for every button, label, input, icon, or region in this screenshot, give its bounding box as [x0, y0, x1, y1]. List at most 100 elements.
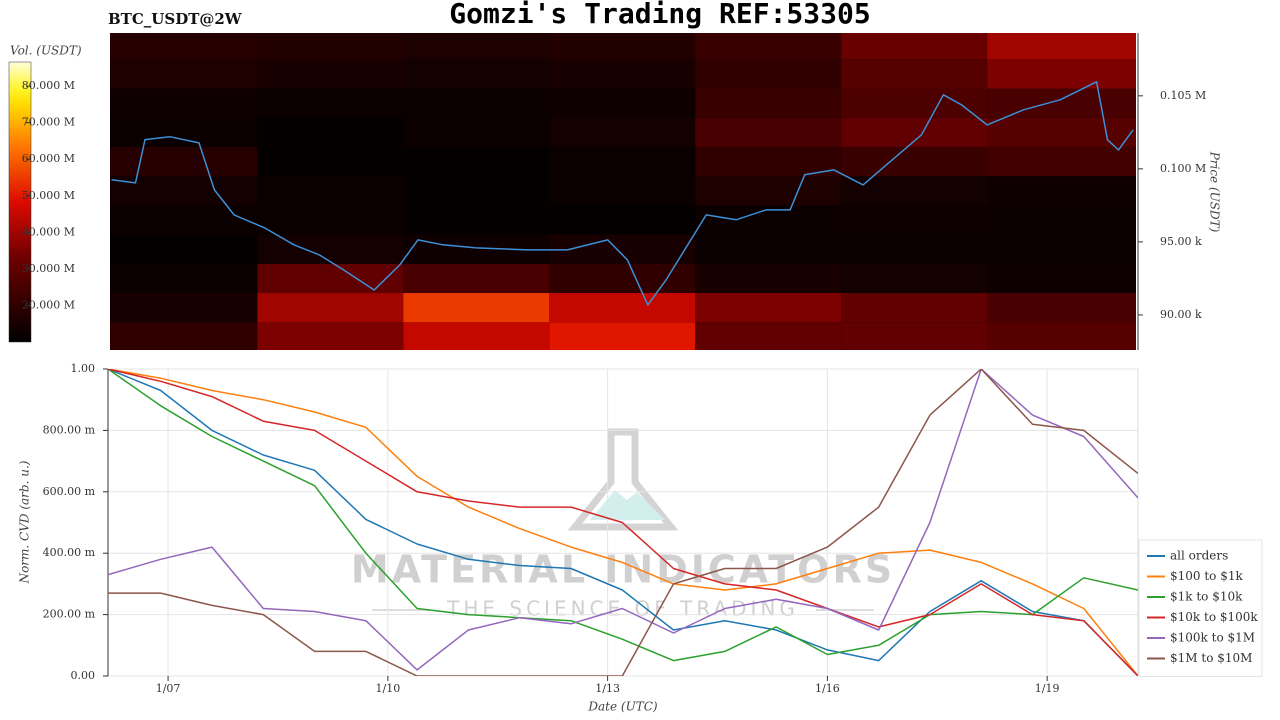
- heatmap-cell: [987, 205, 1136, 235]
- x-tick-label: 1/13: [595, 682, 620, 695]
- watermark: [372, 428, 874, 611]
- heatmap-cell: [987, 117, 1136, 147]
- x-tick-label: 1/19: [1035, 682, 1060, 695]
- heatmap-cell: [695, 59, 842, 89]
- heatmap-cell: [987, 146, 1136, 177]
- heatmap-cell: [403, 117, 550, 147]
- heatmap-cell: [257, 117, 404, 147]
- heatmap-cell: [403, 322, 550, 350]
- colorbar-tick-label: 50.000 M: [22, 189, 75, 202]
- lines: [108, 369, 1138, 676]
- y-tick-label: 0.00: [71, 669, 96, 682]
- heatmap-cell: [695, 88, 842, 118]
- heatmap-cell: [110, 293, 258, 323]
- heatmap-cell: [549, 59, 696, 89]
- heatmap-cell: [549, 205, 696, 235]
- heatmap-cell: [841, 234, 988, 264]
- heatmap-cell: [549, 322, 696, 350]
- heatmap-cell: [110, 59, 258, 89]
- heatmap-cell: [695, 33, 842, 60]
- symbol-label: BTC_USDT@2W: [108, 10, 243, 28]
- heatmap-cell: [987, 322, 1136, 350]
- heatmap-cell: [841, 176, 988, 206]
- y-tick-label: 400.00 m: [43, 546, 96, 559]
- heatmap-cell: [695, 293, 842, 323]
- heatmap-cell: [257, 88, 404, 118]
- heatmap-cell: [403, 88, 550, 118]
- heatmap-cell: [403, 59, 550, 89]
- watermark-name: MATERIAL INDICATORS: [351, 548, 895, 592]
- heatmap-cell: [257, 33, 404, 60]
- colorbar-tick-label: 20.000 M: [22, 298, 75, 311]
- y-tick-label: 600.00 m: [43, 485, 96, 498]
- y-tick-label: 0.100 M: [1160, 162, 1206, 175]
- colorbar-tick-label: 70.000 M: [22, 116, 75, 129]
- x-tick-label: 1/16: [815, 682, 840, 695]
- colorbar: [8, 61, 32, 343]
- legend-label: $10k to $100k: [1170, 610, 1258, 624]
- heatmap-cell: [987, 33, 1136, 60]
- heatmap-cell: [987, 59, 1136, 89]
- heatmap-cell: [403, 176, 550, 206]
- line: [108, 369, 1138, 676]
- legend-label: $100k to $1M: [1170, 631, 1255, 645]
- heatmap-cell: [841, 59, 988, 89]
- heatmap-cell: [549, 263, 696, 294]
- y-tick-label: 200.00 m: [43, 608, 96, 621]
- heatmap-cell: [110, 33, 258, 60]
- colorbar-tick-label: 80.000 M: [22, 79, 75, 92]
- heatmap-cell: [549, 117, 696, 147]
- heatmap-cell: [695, 176, 842, 206]
- heatmap-cell: [110, 234, 258, 264]
- heatmap-cell: [110, 146, 258, 177]
- heatmap-cell: [549, 88, 696, 118]
- line: [108, 369, 1138, 676]
- heatmap-cell: [110, 176, 258, 206]
- heatmap-cell: [110, 88, 258, 118]
- heatmap-cell: [403, 293, 550, 323]
- heatmap-cell: [403, 263, 550, 294]
- colorbar-tick-label: 30.000 M: [22, 262, 75, 275]
- heatmap-cell: [110, 322, 258, 350]
- heatmap-cell: [549, 234, 696, 264]
- heatmap-cell: [987, 176, 1136, 206]
- heatmap-cell: [841, 146, 988, 177]
- heatmap-cell: [403, 205, 550, 235]
- legend-label: $1M to $10M: [1170, 651, 1252, 665]
- x-tick-label: 1/07: [156, 682, 181, 695]
- heatmap-cell: [987, 88, 1136, 118]
- x-axis-label: Date (UTC): [587, 700, 657, 714]
- heatmap-cell: [257, 176, 404, 206]
- heatmap: [110, 33, 1136, 350]
- heatmap-cell: [257, 205, 404, 235]
- heatmap-cell: [695, 263, 842, 294]
- x-tick-label: 1/10: [375, 682, 400, 695]
- line: [108, 369, 1138, 676]
- line: [108, 369, 1138, 676]
- heatmap-cell: [549, 293, 696, 323]
- heatmap-cell: [841, 88, 988, 118]
- heatmap-cell: [257, 59, 404, 89]
- heatmap-cell: [841, 263, 988, 294]
- heatmap-cell: [841, 322, 988, 350]
- y-tick-label: 95.00 k: [1160, 235, 1202, 248]
- y-tick-label: 1.00: [71, 362, 96, 375]
- heatmap-cell: [403, 33, 550, 60]
- line: [111, 81, 1134, 306]
- heatmap-cell: [841, 293, 988, 323]
- heatmap-cell: [841, 205, 988, 235]
- colorbar-label: Vol. (USDT): [10, 44, 82, 58]
- legend-label: all orders: [1170, 549, 1228, 563]
- watermark-icon-fill: [590, 490, 665, 520]
- y-axis-label: Price (USDT): [1208, 151, 1222, 233]
- legend-label: $100 to $1k: [1170, 569, 1243, 583]
- heatmap-cell: [695, 322, 842, 350]
- heatmap-cell: [110, 117, 258, 147]
- y-tick-label: 90.00 k: [1160, 308, 1202, 321]
- title: Gomzi's Trading REF:53305: [449, 0, 870, 30]
- heatmap-cell: [987, 234, 1136, 264]
- legend-label: $1k to $10k: [1170, 590, 1243, 604]
- heatmap-cell: [110, 205, 258, 235]
